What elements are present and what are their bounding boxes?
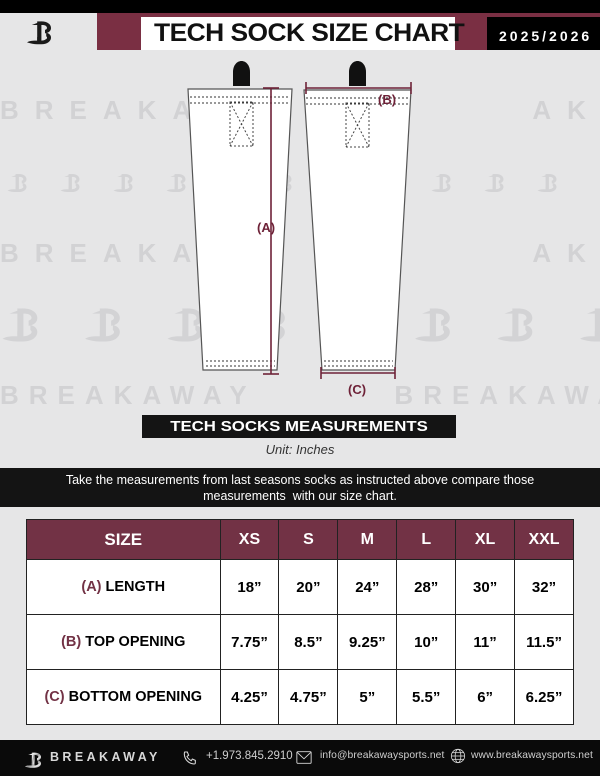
svg-text:(C): (C): [348, 382, 366, 397]
svg-text:(A): (A): [257, 220, 275, 235]
svg-text:(B): (B): [378, 92, 396, 107]
